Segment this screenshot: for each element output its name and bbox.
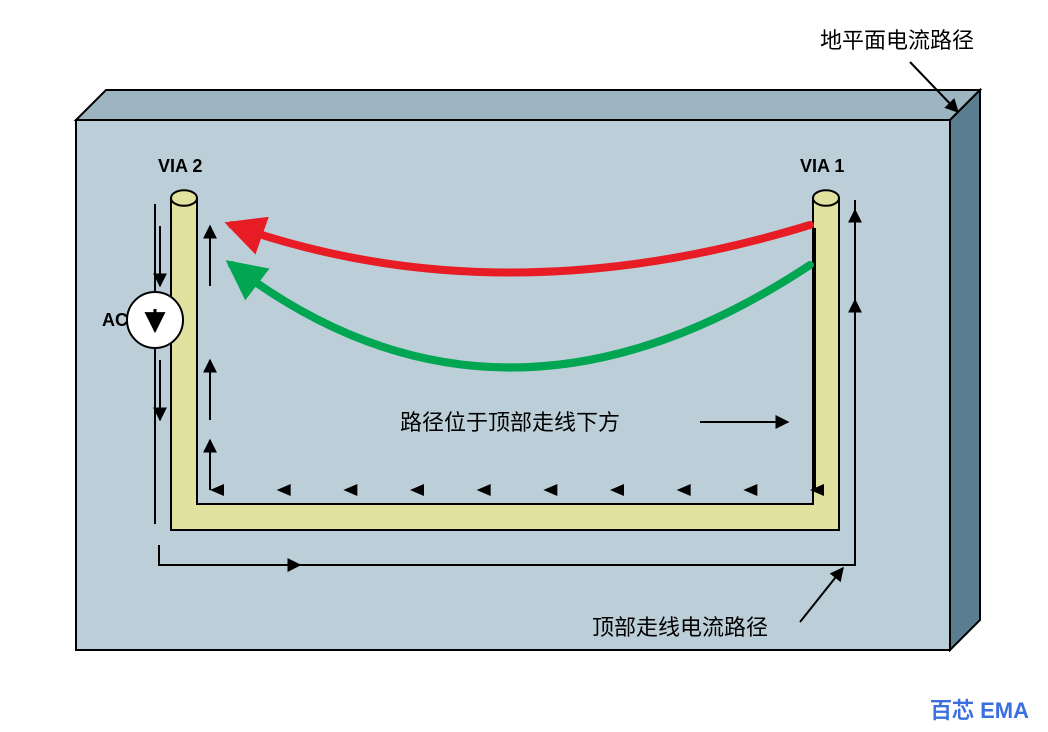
label-via1: VIA 1 [800,156,844,176]
label-ac: AC [102,310,128,330]
board-side-face [950,90,980,650]
label-ground-path: 地平面电流路径 [820,28,974,53]
via-2 [171,190,197,206]
via-1 [813,190,839,206]
label-top-trace: 顶部走线电流路径 [592,615,768,640]
label-under-trace: 路径位于顶部走线下方 [400,410,620,435]
watermark: 百芯 EMA [930,698,1029,723]
label-via2: VIA 2 [158,156,202,176]
board-top-face [76,90,980,120]
